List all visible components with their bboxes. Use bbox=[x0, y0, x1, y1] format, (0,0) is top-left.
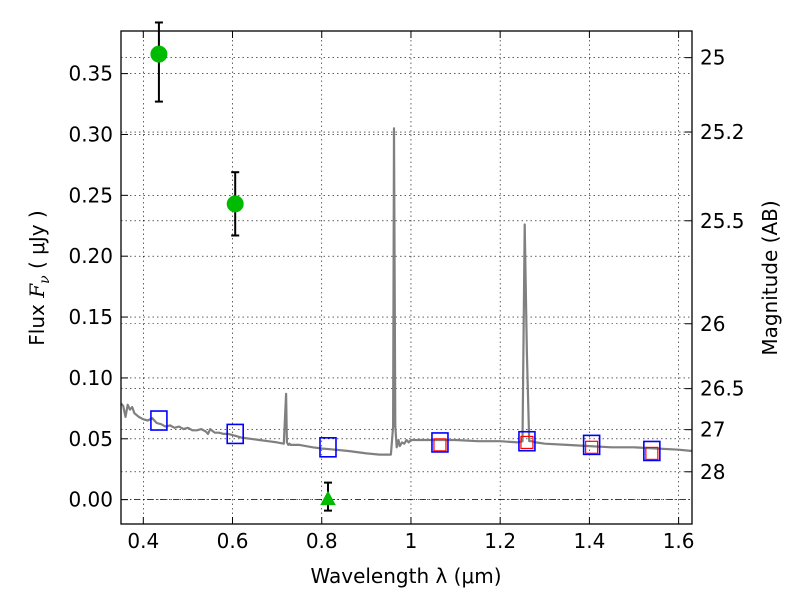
upper-limit-point bbox=[433, 438, 447, 452]
plot-frame bbox=[120, 30, 693, 525]
y-tick-label: 0.30 bbox=[68, 122, 113, 146]
x-tick-label: 0.4 bbox=[127, 529, 159, 553]
y2-tick-label: 26.5 bbox=[700, 377, 745, 401]
grid bbox=[121, 31, 692, 524]
upper-limit-point bbox=[520, 435, 534, 450]
y-tick-label: 0.25 bbox=[68, 183, 113, 207]
detection-point bbox=[150, 45, 168, 63]
upper-limit-point bbox=[585, 440, 599, 454]
y2-axis-title: Magnitude (AB) bbox=[758, 200, 782, 355]
y2-tick-label: 25.2 bbox=[700, 120, 745, 144]
nondetection-point bbox=[320, 490, 336, 506]
x-tick-label: 1.2 bbox=[484, 529, 516, 553]
model-photometry-point bbox=[226, 423, 244, 445]
model-photometry-point bbox=[150, 410, 168, 431]
ticks: 0.4 0.6 0.8 1 1.2 1.4 1.6 0.00 0.05 0.10 0.15 0.20 0… bbox=[68, 31, 745, 553]
markers bbox=[150, 21, 661, 512]
y2-tick-label: 27 bbox=[700, 418, 725, 442]
y-axis-title-units: ( μJy ) bbox=[25, 210, 49, 275]
model-photometry-point bbox=[582, 434, 601, 456]
y-axis-title-prefix: Flux bbox=[25, 298, 49, 346]
x-tick-label: 1.4 bbox=[573, 529, 605, 553]
detection-point bbox=[226, 195, 244, 213]
x-tick-label: 1.6 bbox=[663, 529, 695, 553]
x-tick-label: 1 bbox=[405, 529, 418, 553]
x-axis-title: Wavelength λ (μm) bbox=[310, 564, 501, 588]
y2-tick-label: 26 bbox=[700, 312, 725, 336]
y2-tick-label: 25.5 bbox=[700, 209, 745, 233]
y-axis-title-subscript: ν bbox=[37, 275, 53, 284]
y2-tick-label: 28 bbox=[700, 460, 725, 484]
y-axis-title: Flux Fν ( μJy ) bbox=[25, 210, 53, 345]
model-photometry-point bbox=[431, 432, 449, 453]
y-tick-label: 0.05 bbox=[68, 427, 113, 451]
x-tick-label: 0.6 bbox=[217, 529, 249, 553]
y-tick-label: 0.00 bbox=[68, 488, 113, 512]
y-tick-label: 0.15 bbox=[68, 305, 113, 329]
upper-limit-point bbox=[645, 446, 659, 460]
model-spectrum-line bbox=[120, 127, 693, 456]
model-spectrum bbox=[120, 127, 693, 456]
y2-tick-label: 25 bbox=[700, 46, 725, 70]
model-photometry-point bbox=[643, 440, 661, 462]
x-tick-label: 0.8 bbox=[306, 529, 338, 553]
y-tick-label: 0.35 bbox=[68, 62, 113, 86]
y-tick-label: 0.10 bbox=[68, 366, 113, 390]
y-tick-label: 0.20 bbox=[68, 244, 113, 268]
model-photometry-point bbox=[319, 437, 337, 458]
model-photometry-point bbox=[518, 430, 536, 452]
y-axis-title-symbol: F bbox=[25, 283, 49, 299]
